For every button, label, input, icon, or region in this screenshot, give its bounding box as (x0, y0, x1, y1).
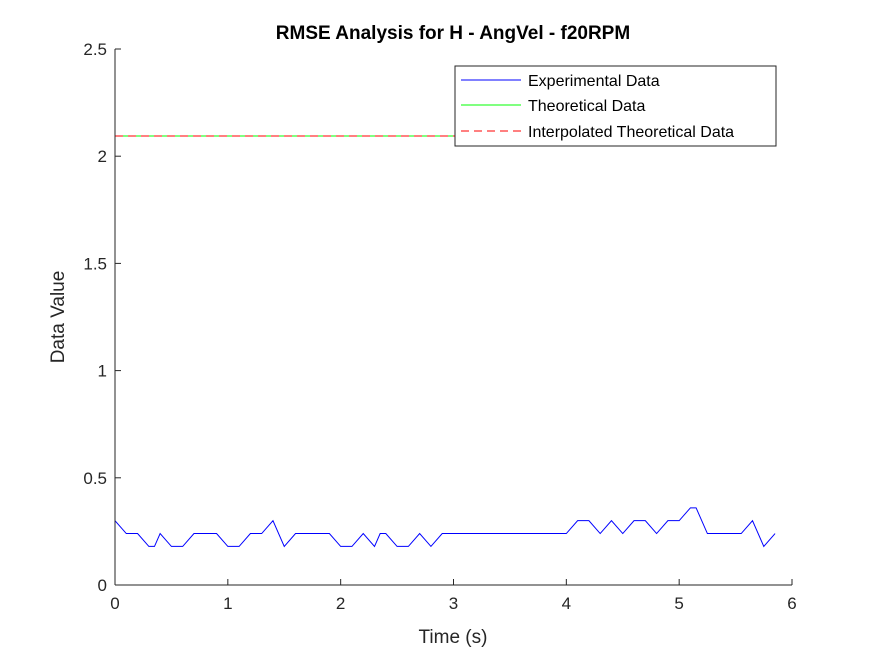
y-tick-label: 0.5 (83, 469, 107, 488)
y-axis-label: Data Value (48, 271, 69, 364)
legend-box (454, 65, 777, 147)
x-tick-label: 1 (223, 594, 232, 613)
y-tick-label: 1.5 (83, 254, 107, 273)
y-tick-label: 1 (98, 362, 107, 381)
y-tick-label: 0 (98, 576, 107, 595)
legend-label-experimental: Experimental Data (528, 73, 660, 90)
x-axis-ticks: 0 1 2 3 4 5 6 (110, 579, 797, 613)
experimental-series-line (114, 507, 776, 548)
y-axis-ticks: 0 0.5 1 1.5 2 2.5 (83, 40, 121, 595)
x-tick-label: 0 (110, 594, 119, 613)
y-tick-label: 2.5 (83, 40, 107, 59)
chart-title: RMSE Analysis for H - AngVel - f20RPM (276, 23, 630, 44)
x-axis-label: Time (s) (419, 627, 488, 648)
legend-label-interpolated: Interpolated Theoretical Data (528, 124, 734, 141)
x-tick-label: 2 (336, 594, 345, 613)
legend-label-theoretical: Theoretical Data (528, 98, 645, 115)
y-tick-label: 2 (98, 147, 107, 166)
x-tick-label: 4 (562, 594, 571, 613)
x-tick-label: 6 (787, 594, 796, 613)
x-tick-label: 3 (449, 594, 458, 613)
legend: Experimental Data Theoretical Data Inter… (454, 65, 777, 147)
x-tick-label: 5 (674, 594, 683, 613)
